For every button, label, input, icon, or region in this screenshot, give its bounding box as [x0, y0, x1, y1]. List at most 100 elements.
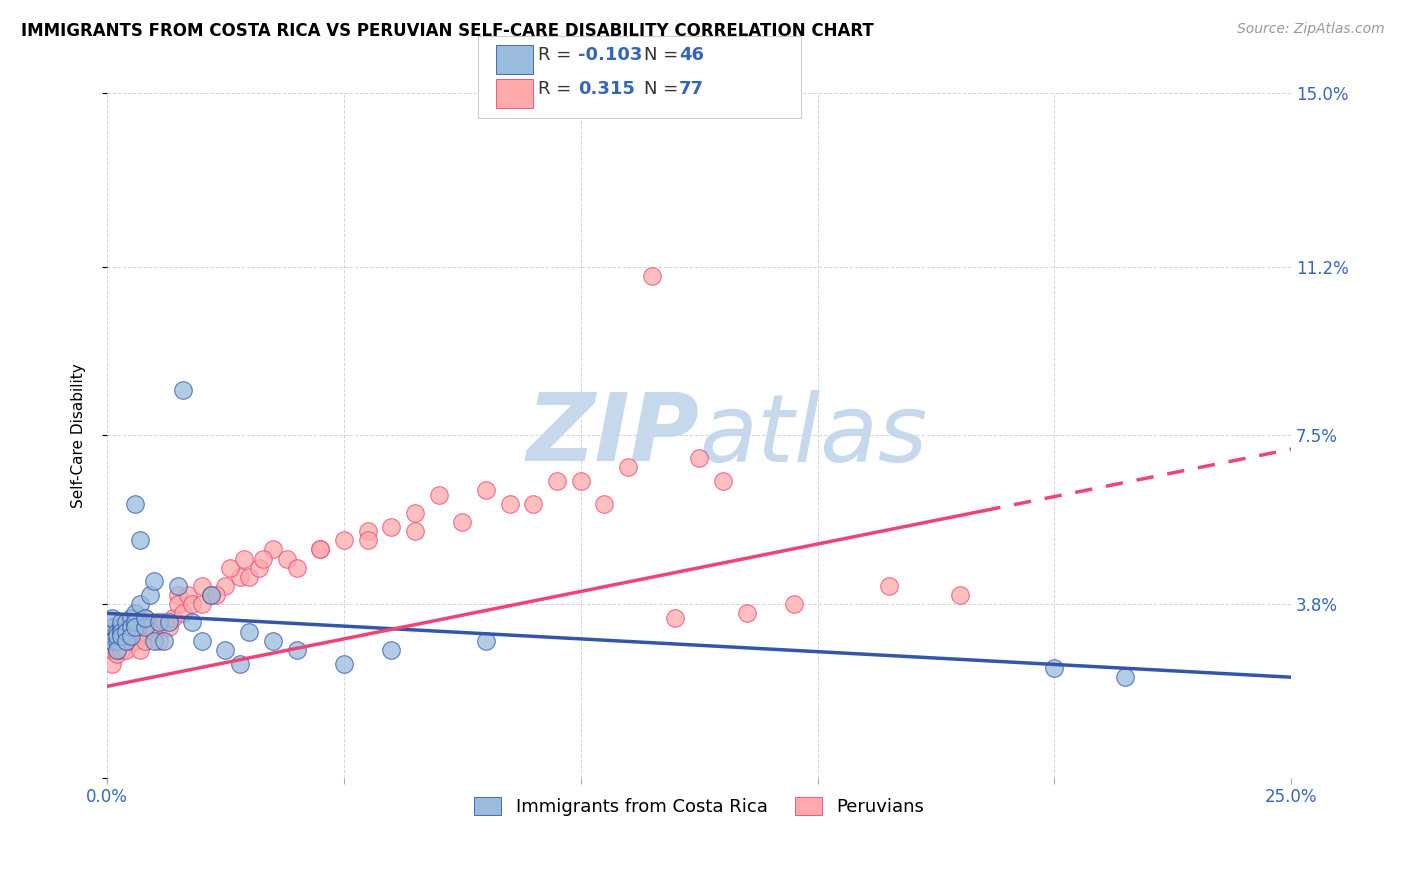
- Point: [134, 611, 156, 625]
- Point: [148, 615, 170, 630]
- Point: [143, 624, 166, 639]
- Point: [153, 615, 176, 630]
- Point: [309, 542, 332, 557]
- Point: [110, 624, 132, 639]
- Point: [546, 474, 568, 488]
- Point: [138, 620, 160, 634]
- Point: [711, 474, 734, 488]
- Point: [115, 615, 138, 630]
- Point: [115, 633, 138, 648]
- Point: [157, 620, 180, 634]
- Point: [228, 570, 250, 584]
- Point: [120, 624, 142, 639]
- Point: [101, 620, 124, 634]
- Point: [181, 597, 204, 611]
- Point: [252, 551, 274, 566]
- Point: [143, 615, 166, 630]
- Point: [664, 611, 686, 625]
- Point: [124, 620, 146, 634]
- Point: [427, 488, 450, 502]
- Point: [276, 551, 298, 566]
- Point: [101, 643, 124, 657]
- Point: [233, 551, 256, 566]
- Point: [238, 624, 260, 639]
- Point: [101, 611, 124, 625]
- Point: [285, 560, 308, 574]
- Point: [105, 643, 128, 657]
- Text: N =: N =: [644, 46, 683, 64]
- Point: [176, 588, 198, 602]
- Legend: Immigrants from Costa Rica, Peruvians: Immigrants from Costa Rica, Peruvians: [467, 789, 931, 823]
- Point: [617, 460, 640, 475]
- Text: 46: 46: [679, 46, 704, 64]
- Point: [101, 657, 124, 671]
- Point: [115, 615, 138, 630]
- Point: [124, 607, 146, 621]
- Point: [285, 643, 308, 657]
- Text: 0.315: 0.315: [578, 80, 634, 98]
- Point: [101, 633, 124, 648]
- Point: [143, 574, 166, 589]
- Point: [110, 633, 132, 648]
- Point: [451, 515, 474, 529]
- Point: [200, 588, 222, 602]
- Point: [120, 633, 142, 648]
- Point: [110, 620, 132, 634]
- Point: [134, 620, 156, 634]
- Point: [404, 506, 426, 520]
- Point: [105, 629, 128, 643]
- Y-axis label: Self-Care Disability: Self-Care Disability: [72, 363, 86, 508]
- Point: [238, 570, 260, 584]
- Point: [105, 624, 128, 639]
- Point: [124, 497, 146, 511]
- Point: [205, 588, 228, 602]
- Point: [153, 633, 176, 648]
- Point: [124, 620, 146, 634]
- Point: [134, 611, 156, 625]
- Point: [333, 533, 356, 548]
- Point: [191, 579, 214, 593]
- Text: 77: 77: [679, 80, 704, 98]
- Point: [110, 629, 132, 643]
- Point: [172, 607, 194, 621]
- Point: [110, 620, 132, 634]
- Text: IMMIGRANTS FROM COSTA RICA VS PERUVIAN SELF-CARE DISABILITY CORRELATION CHART: IMMIGRANTS FROM COSTA RICA VS PERUVIAN S…: [21, 22, 875, 40]
- Point: [404, 524, 426, 539]
- Point: [475, 633, 498, 648]
- Point: [688, 451, 710, 466]
- Point: [110, 615, 132, 630]
- Point: [138, 588, 160, 602]
- Point: [380, 519, 402, 533]
- Point: [167, 588, 190, 602]
- Point: [120, 611, 142, 625]
- Point: [167, 597, 190, 611]
- Point: [129, 597, 152, 611]
- Text: N =: N =: [644, 80, 683, 98]
- Point: [129, 615, 152, 630]
- Point: [522, 497, 544, 511]
- Point: [172, 383, 194, 397]
- Text: Source: ZipAtlas.com: Source: ZipAtlas.com: [1237, 22, 1385, 37]
- Point: [1114, 670, 1136, 684]
- Point: [214, 643, 236, 657]
- Point: [105, 648, 128, 662]
- Point: [783, 597, 806, 611]
- Point: [247, 560, 270, 574]
- Point: [129, 643, 152, 657]
- Point: [129, 624, 152, 639]
- Point: [129, 533, 152, 548]
- Point: [181, 615, 204, 630]
- Point: [105, 643, 128, 657]
- Point: [641, 268, 664, 283]
- Point: [735, 607, 758, 621]
- Point: [124, 624, 146, 639]
- Point: [101, 620, 124, 634]
- Point: [120, 620, 142, 634]
- Point: [262, 542, 284, 557]
- Text: ZIP: ZIP: [526, 390, 699, 482]
- Point: [593, 497, 616, 511]
- Point: [157, 615, 180, 630]
- Point: [124, 615, 146, 630]
- Point: [162, 611, 184, 625]
- Point: [200, 588, 222, 602]
